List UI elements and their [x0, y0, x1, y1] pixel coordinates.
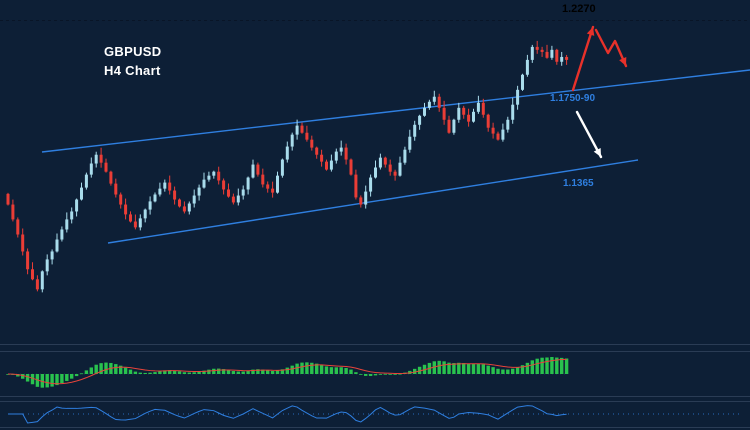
- channel-lower-line[interactable]: [107, 159, 639, 244]
- price-target-label: 1.2270: [562, 3, 596, 15]
- support-retest-arrow[interactable]: [575, 110, 603, 159]
- symbol-label: GBPUSD: [104, 44, 162, 59]
- bearish-projection-arrow-head: [619, 57, 627, 66]
- bearish-projection-arrow[interactable]: [594, 28, 628, 68]
- oscillator-line: [8, 405, 567, 424]
- support-level-label: 1.1365: [563, 178, 594, 189]
- macd-histogram-layer: [6, 357, 569, 388]
- bullish-projection-arrow[interactable]: [571, 25, 595, 92]
- channel-upper-line[interactable]: [41, 69, 750, 153]
- timeframe-label: H4 Chart: [104, 63, 161, 78]
- bullish-projection-arrow-head: [586, 27, 595, 36]
- support-retest-arrow-head: [593, 148, 601, 157]
- resistance-zone-label: 1.1750-90: [550, 93, 596, 104]
- symbol-block: GBPUSD H4 Chart: [104, 42, 161, 80]
- macd-signal-line: [7, 358, 567, 385]
- candles-layer: [6, 40, 569, 293]
